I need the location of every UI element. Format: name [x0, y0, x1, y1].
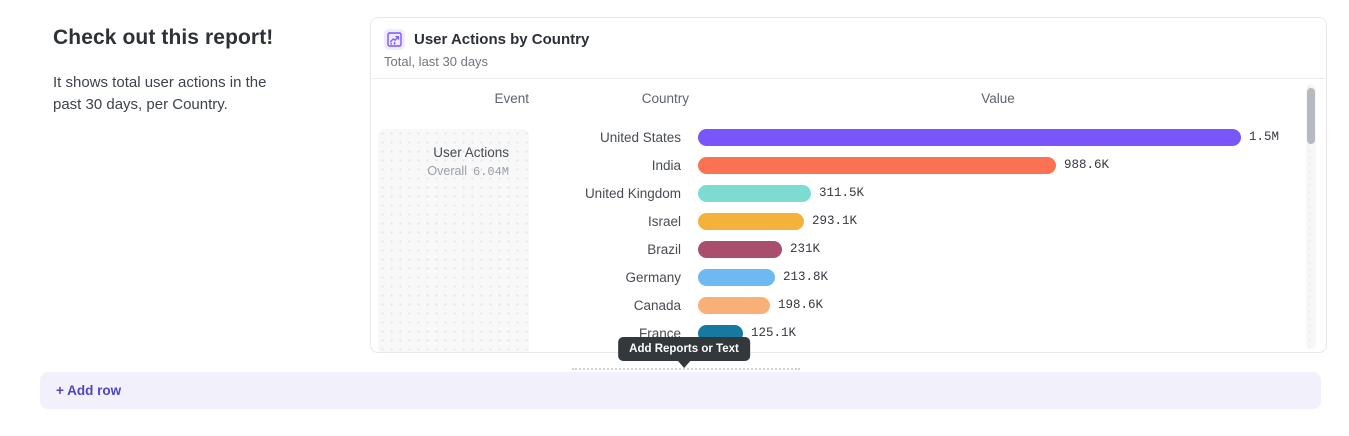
country-label: Brazil	[647, 241, 681, 257]
chart-row: United Kingdom 311.5K	[371, 179, 1279, 207]
value-bar[interactable]	[698, 156, 1056, 174]
value-bar[interactable]	[698, 296, 770, 314]
add-tooltip: Add Reports or Text	[618, 337, 750, 368]
scrollbar-thumb[interactable]	[1307, 88, 1315, 144]
country-label: India	[651, 157, 681, 173]
country-label: France	[638, 325, 681, 341]
scrollbar[interactable]	[1306, 84, 1316, 349]
value-label: 1.5M	[1249, 130, 1280, 144]
chart-row: United States 1.5M	[371, 123, 1279, 151]
column-header-country: Country	[641, 91, 689, 106]
chart-row: Canada 198.6K	[371, 291, 1279, 319]
value-label: 988.6K	[1064, 158, 1110, 172]
add-row-button[interactable]: + Add row	[40, 372, 1321, 409]
report-table: Event Country Value User Actions Overall…	[371, 79, 1326, 352]
add-row-label: + Add row	[56, 383, 122, 398]
value-bar[interactable]	[698, 184, 811, 202]
value-bar[interactable]	[698, 212, 804, 230]
bar-chart: United States 1.5M India 988.6K United Kingd…	[371, 123, 1279, 347]
event-name: User Actions	[433, 145, 509, 160]
report-card-header: User Actions by Country Total, last 30 d…	[371, 18, 1326, 79]
event-overall: Overall 6.04M	[378, 164, 509, 179]
report-description: It shows total user actions in the past …	[53, 74, 267, 113]
chart-row: Germany 213.8K	[371, 263, 1279, 291]
value-label: 213.8K	[783, 270, 829, 284]
text-card: Check out this report! It shows total us…	[53, 26, 303, 116]
report-heading: Check out this report!	[53, 26, 274, 49]
country-label: Israel	[647, 213, 681, 229]
value-label: 231K	[790, 242, 821, 256]
country-label: Germany	[625, 269, 681, 285]
tooltip-caret	[677, 360, 691, 368]
chart-row: India 988.6K	[371, 151, 1279, 179]
value-bar[interactable]	[698, 268, 775, 286]
column-header-event: Event	[494, 91, 529, 106]
value-label: 293.1K	[812, 214, 858, 228]
report-subtitle: Total, last 30 days	[384, 54, 489, 69]
event-cell[interactable]: User Actions Overall 6.04M	[378, 129, 529, 352]
report-title[interactable]: User Actions by Country	[414, 31, 590, 48]
country-label: Canada	[633, 297, 681, 313]
value-label: 198.6K	[778, 298, 824, 312]
overall-value: 6.04M	[472, 165, 509, 179]
line-chart-icon	[384, 29, 405, 50]
value-label: 311.5K	[819, 186, 865, 200]
overall-label: Overall	[427, 164, 467, 178]
column-header-value: Value	[981, 91, 1015, 106]
chart-row: Israel 293.1K	[371, 207, 1279, 235]
value-label: 125.1K	[751, 326, 797, 340]
drop-indicator	[572, 368, 800, 370]
country-label: United States	[599, 129, 681, 145]
value-bar[interactable]	[698, 128, 1241, 146]
add-tooltip-label: Add Reports or Text	[629, 343, 739, 355]
report-card[interactable]: User Actions by Country Total, last 30 d…	[370, 17, 1327, 353]
value-bar[interactable]	[698, 240, 782, 258]
chart-row: France 125.1K	[371, 319, 1279, 347]
country-label: United Kingdom	[584, 185, 681, 201]
chart-row: Brazil 231K	[371, 235, 1279, 263]
